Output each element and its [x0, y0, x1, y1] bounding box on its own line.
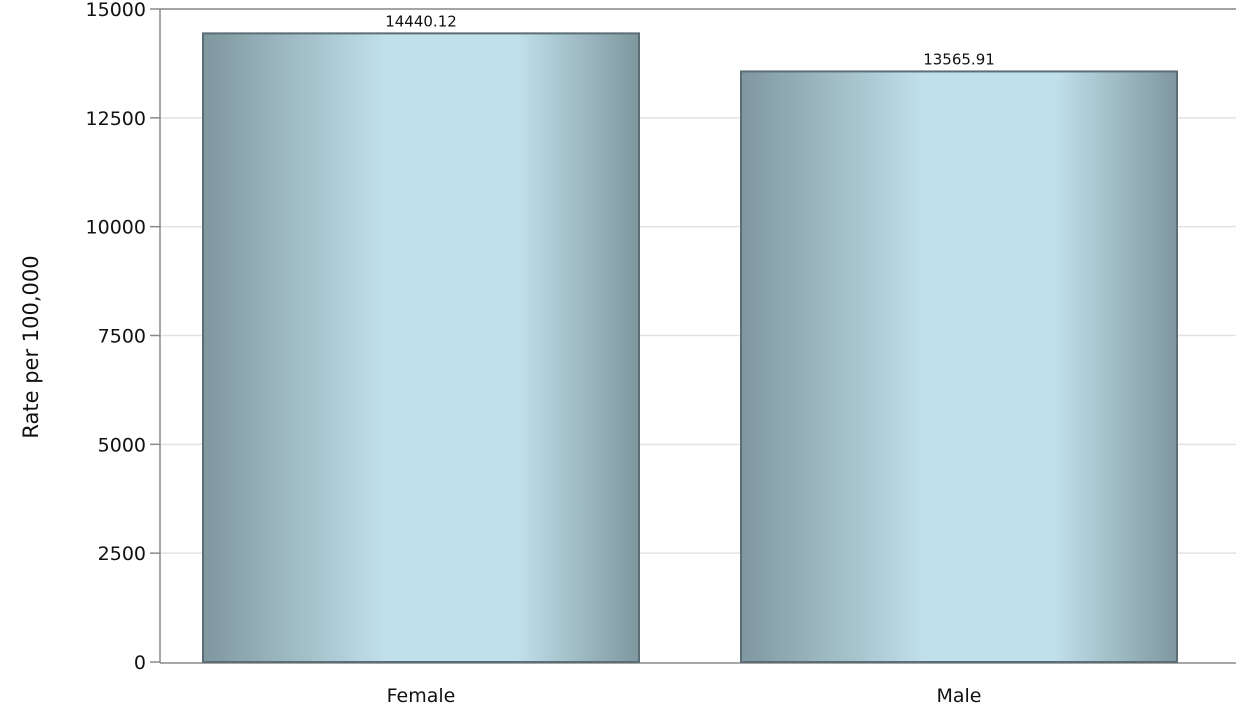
y-axis-title: Rate per 100,000 — [19, 255, 43, 438]
y-tick-label: 2500 — [98, 543, 146, 565]
x-category-label: Female — [387, 685, 456, 707]
y-axis-ticks: 0 2500 5000 7500 10000 12500 15000 — [86, 0, 160, 674]
x-category-label: Male — [936, 685, 981, 707]
y-tick-label: 12500 — [86, 108, 146, 130]
data-labels: 14440.12 13565.91 — [385, 12, 995, 68]
data-label: 13565.91 — [923, 50, 995, 68]
y-tick-label: 10000 — [86, 217, 146, 239]
bar-female — [202, 32, 640, 664]
y-tick-label: 5000 — [98, 434, 146, 456]
bar-male — [740, 70, 1178, 663]
y-tick-label: 7500 — [98, 326, 146, 348]
bars — [202, 32, 1178, 664]
x-axis-categories: Female Male — [387, 685, 982, 707]
y-tick-label: 15000 — [86, 0, 146, 21]
y-tick-label: 0 — [134, 652, 146, 674]
data-label: 14440.12 — [385, 12, 457, 30]
